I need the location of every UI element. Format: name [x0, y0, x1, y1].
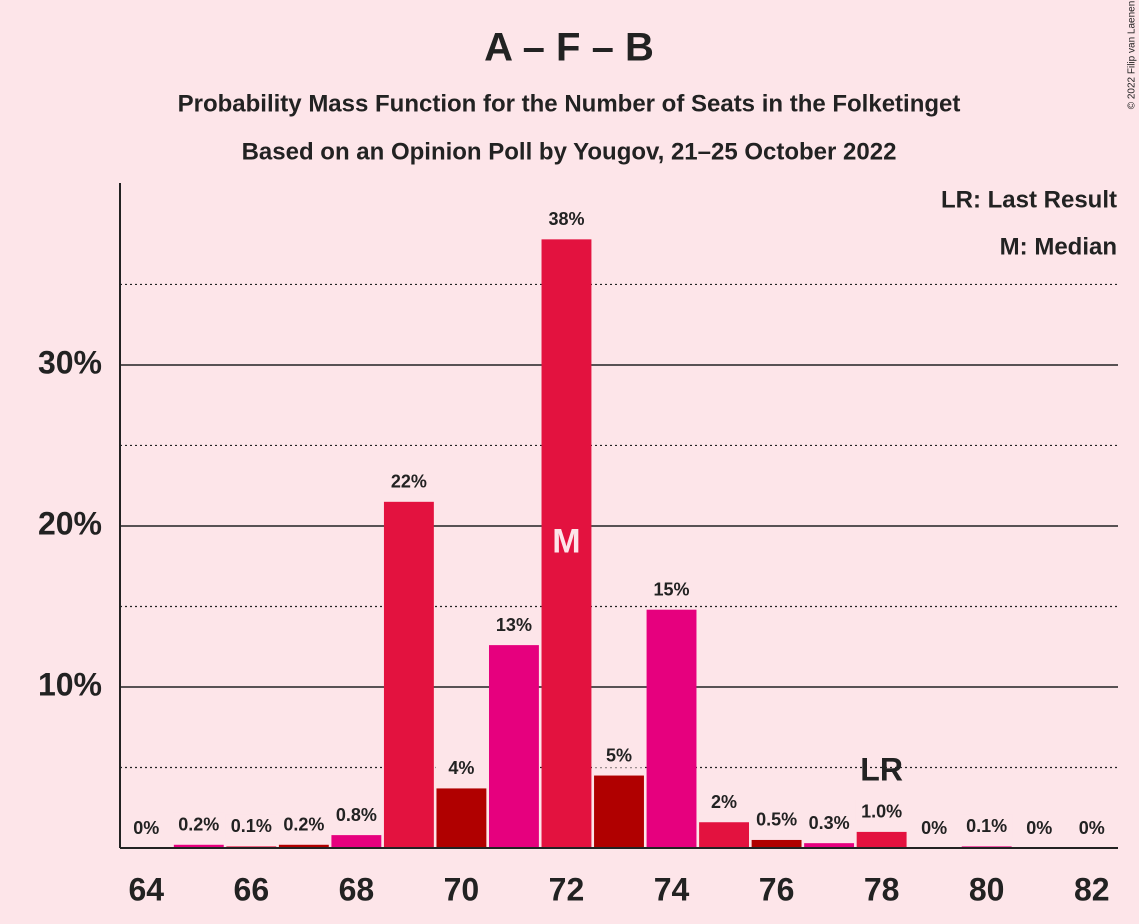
bar — [488, 645, 539, 848]
label-bg — [908, 816, 961, 840]
label-bg — [487, 613, 540, 638]
data-label: 15% — [654, 579, 690, 599]
bar — [804, 843, 855, 848]
data-label: 0.3% — [809, 813, 850, 833]
y-tick-label: 20% — [38, 505, 102, 541]
legend-entry: M: Median — [1000, 233, 1117, 260]
x-tick-label: 80 — [969, 871, 1005, 907]
x-tick-label: 78 — [864, 871, 900, 907]
data-label: 0.1% — [966, 816, 1007, 836]
label-bg — [225, 814, 278, 839]
label-bg — [435, 756, 488, 781]
data-label: 0.5% — [756, 810, 797, 830]
chart-subtitle: Probability Mass Function for the Number… — [178, 90, 961, 117]
legend-entry: LR: Last Result — [941, 186, 1117, 213]
data-label: 22% — [391, 472, 427, 492]
x-tick-label: 70 — [444, 871, 480, 907]
x-tick-label: 66 — [234, 871, 270, 907]
label-bg — [172, 812, 225, 837]
x-tick-label: 82 — [1074, 871, 1110, 907]
label-bg — [120, 816, 173, 840]
data-label: 2% — [711, 792, 737, 812]
bar — [436, 788, 487, 848]
label-bg — [960, 814, 1013, 839]
bar — [751, 839, 802, 848]
label-bg — [1065, 816, 1118, 840]
data-label: 0% — [921, 818, 947, 838]
bar — [541, 239, 592, 848]
data-label: 0.1% — [231, 816, 272, 836]
data-label: 0% — [133, 818, 159, 838]
label-bg — [382, 469, 435, 494]
chart-subtitle: Based on an Opinion Poll by Yougov, 21–2… — [242, 138, 897, 165]
x-tick-label: 68 — [339, 871, 375, 907]
bar — [856, 831, 907, 848]
bar — [173, 844, 224, 848]
data-label: 0.2% — [283, 815, 324, 835]
x-tick-label: 76 — [759, 871, 795, 907]
label-bg — [645, 577, 698, 602]
bar — [646, 609, 697, 848]
label-bg — [1013, 816, 1066, 840]
data-label: 5% — [606, 745, 632, 765]
data-label: 0.2% — [178, 815, 219, 835]
label-bg — [330, 803, 383, 828]
label-bg — [540, 207, 593, 232]
bar — [699, 822, 750, 848]
bar — [331, 835, 382, 848]
label-bg — [750, 807, 803, 832]
y-tick-label: 10% — [38, 666, 102, 702]
x-tick-label: 74 — [654, 871, 690, 907]
bar — [594, 775, 644, 848]
data-label: 0% — [1026, 818, 1052, 838]
label-bg — [698, 790, 751, 815]
data-label: 13% — [496, 615, 532, 635]
data-label: 0.8% — [336, 805, 377, 825]
copyright: © 2022 Filip van Laenen — [1127, 1, 1138, 110]
x-tick-label: 64 — [128, 871, 164, 907]
y-tick-label: 30% — [38, 344, 102, 380]
label-bg — [593, 743, 645, 768]
x-tick-label: 72 — [549, 871, 585, 907]
bar — [278, 844, 329, 848]
data-label: 38% — [548, 209, 584, 229]
data-label: 0% — [1079, 818, 1105, 838]
last-result-marker: LR — [860, 751, 903, 787]
data-label: 1.0% — [861, 802, 902, 822]
data-label: 4% — [448, 758, 474, 778]
label-bg — [803, 811, 856, 836]
bar — [383, 501, 434, 848]
median-marker: M — [552, 523, 580, 561]
chart-title: A – F – B — [484, 26, 654, 70]
label-bg — [855, 799, 908, 824]
label-bg — [277, 812, 330, 837]
